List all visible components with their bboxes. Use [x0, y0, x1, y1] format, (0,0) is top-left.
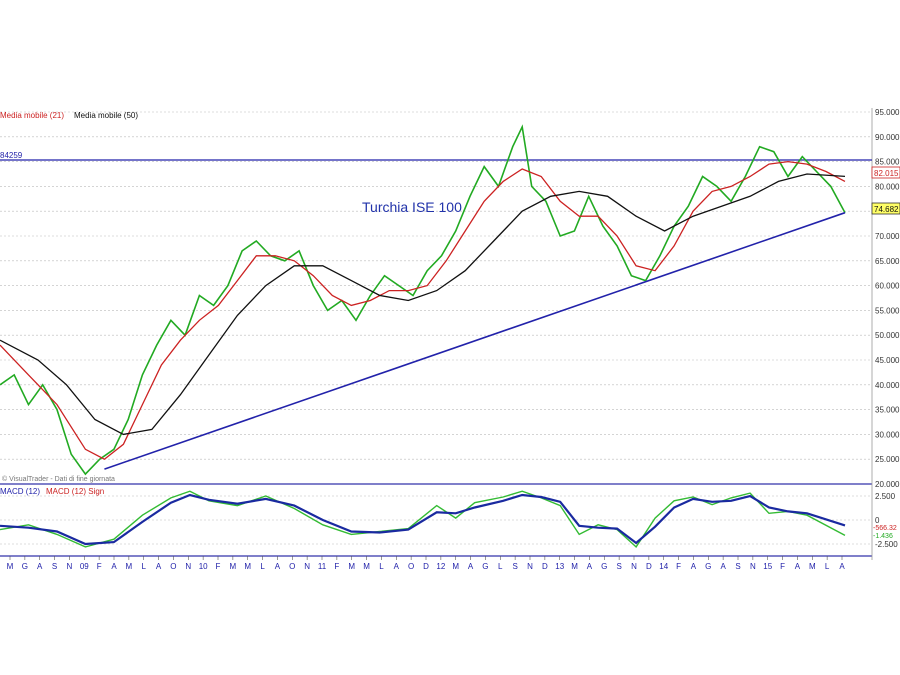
x-tick-label: A — [795, 562, 801, 571]
x-tick-label: G — [601, 562, 607, 571]
macd-tick-label: 2.500 — [875, 492, 896, 501]
x-tick-label: M — [244, 562, 251, 571]
x-tick-label: L — [498, 562, 503, 571]
chart-title: Turchia ISE 100 — [362, 199, 462, 215]
x-tick-label: A — [720, 562, 726, 571]
price-tick-label: 35.000 — [875, 406, 900, 415]
x-tick-label: A — [111, 562, 117, 571]
price-tick-label: 45.000 — [875, 356, 900, 365]
price-tick-label: 85.000 — [875, 158, 900, 167]
ma50-series — [0, 173, 846, 436]
x-tick-label: M — [126, 562, 133, 571]
x-tick-label: M — [348, 562, 355, 571]
x-tick-label: M — [7, 562, 14, 571]
x-tick-label: N — [527, 562, 533, 571]
resistance-label: 84259 — [0, 151, 23, 160]
macd-signal-series — [0, 493, 846, 546]
price-tick-label: 55.000 — [875, 306, 900, 315]
x-tick-label: 13 — [555, 562, 564, 571]
x-tick-label: O — [170, 562, 176, 571]
x-tick-label: N — [67, 562, 73, 571]
price-tick-label: 95.000 — [875, 108, 900, 117]
x-tick-label: A — [587, 562, 593, 571]
price-tick-label: 50.000 — [875, 331, 900, 340]
macd-tick-label: 0 — [875, 516, 880, 525]
price-tick-label: 40.000 — [875, 381, 900, 390]
x-tick-label: L — [825, 562, 830, 571]
x-tick-label: 15 — [763, 562, 772, 571]
price-tick-label: 25.000 — [875, 455, 900, 464]
x-tick-label: G — [482, 562, 488, 571]
x-axis-ticks: M G A S N 09 F A M L A O N 10 F M M L A O N 11 F M M L A O D 12 M A G L S N… — [7, 556, 845, 571]
x-tick-label: 11 — [318, 562, 327, 571]
price-tick-label: 20.000 — [875, 480, 900, 489]
macd-tick-label: -2.500 — [875, 540, 898, 549]
x-tick-label: F — [97, 562, 102, 571]
watermark: © VisualTrader - Dati di fine giornata — [2, 475, 115, 483]
x-tick-label: D — [423, 562, 429, 571]
x-tick-label: F — [334, 562, 339, 571]
signal-value-label: -1.436 — [873, 533, 893, 540]
x-tick-label: D — [646, 562, 652, 571]
macd-grid: 2.500 0 -2.500 — [0, 492, 898, 549]
ma21-series — [0, 160, 846, 460]
x-tick-label: M — [809, 562, 816, 571]
x-tick-label: G — [22, 562, 28, 571]
price-tick-label: 65.000 — [875, 257, 900, 266]
x-tick-label: L — [141, 562, 146, 571]
legend-macd: MACD (12) — [0, 487, 40, 496]
x-tick-label: A — [468, 562, 474, 571]
x-tick-label: A — [37, 562, 43, 571]
price-grid: 95.00090.00085.00080.00075.00070.00065.0… — [0, 108, 900, 489]
x-tick-label: S — [512, 562, 517, 571]
x-tick-label: F — [676, 562, 681, 571]
macd-series — [0, 490, 846, 548]
x-tick-label: 14 — [659, 562, 668, 571]
x-tick-label: D — [542, 562, 548, 571]
x-tick-label: N — [185, 562, 191, 571]
price-series — [0, 124, 846, 476]
x-tick-label: A — [839, 562, 845, 571]
price-tick-label: 90.000 — [875, 133, 900, 142]
x-tick-label: 12 — [436, 562, 445, 571]
macd-value-label: -566.32 — [873, 525, 897, 532]
x-tick-label: F — [780, 562, 785, 571]
legend-macd-signal: MACD (12) Sign — [46, 487, 104, 496]
ma-value-label: 82.015 — [874, 169, 899, 178]
x-tick-label: L — [379, 562, 384, 571]
x-tick-label: O — [289, 562, 295, 571]
x-tick-label: L — [260, 562, 265, 571]
support-trendline — [104, 211, 846, 470]
x-tick-label: A — [691, 562, 697, 571]
x-tick-label: O — [408, 562, 414, 571]
price-tick-label: 70.000 — [875, 232, 900, 241]
legend-ma50: Media mobile (50) — [74, 111, 138, 120]
x-tick-label: S — [616, 562, 621, 571]
last-price-box — [871, 202, 900, 215]
x-tick-label: S — [735, 562, 740, 571]
x-tick-label: 09 — [80, 562, 89, 571]
x-tick-label: M — [452, 562, 459, 571]
price-tick-label: 60.000 — [875, 282, 900, 291]
x-tick-label: N — [631, 562, 637, 571]
x-tick-label: S — [52, 562, 57, 571]
price-tick-label: 80.000 — [875, 182, 900, 191]
x-tick-label: M — [571, 562, 578, 571]
x-tick-label: A — [394, 562, 400, 571]
x-tick-label: A — [156, 562, 162, 571]
x-tick-label: M — [230, 562, 237, 571]
price-tick-label: 30.000 — [875, 430, 900, 439]
x-tick-label: G — [705, 562, 711, 571]
ma-value-box — [871, 166, 900, 179]
x-tick-label: F — [216, 562, 221, 571]
x-tick-label: M — [363, 562, 370, 571]
x-tick-label: 10 — [199, 562, 208, 571]
x-tick-label: A — [275, 562, 281, 571]
x-tick-label: N — [750, 562, 756, 571]
x-tick-label: N — [304, 562, 310, 571]
last-price-label: 74.682 — [874, 205, 899, 214]
legend-ma21: Media mobile (21) — [0, 111, 64, 120]
